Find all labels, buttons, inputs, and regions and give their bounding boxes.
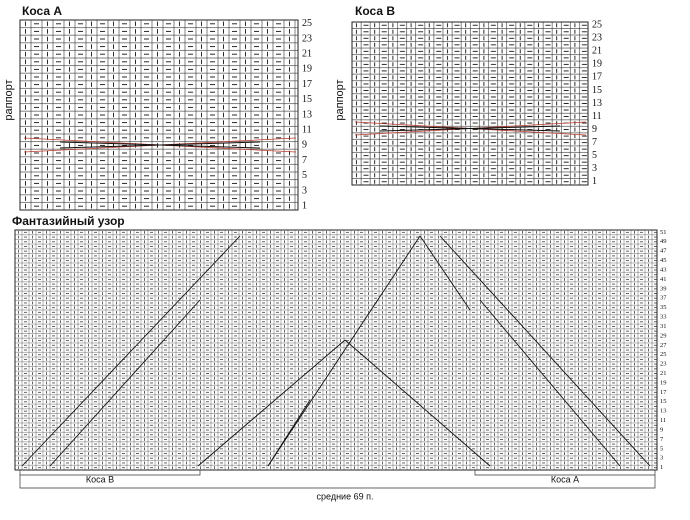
row-number: 5 bbox=[660, 445, 663, 452]
main-title: Фантазийный узор bbox=[12, 214, 125, 228]
row-number: 13 bbox=[302, 109, 312, 120]
row-number: 7 bbox=[302, 155, 307, 166]
row-number: 9 bbox=[592, 124, 597, 135]
row-number: 9 bbox=[660, 426, 663, 433]
row-number: 27 bbox=[660, 342, 667, 349]
chart-a-grid bbox=[19, 19, 299, 211]
row-number: 21 bbox=[592, 46, 602, 57]
side-label: раппорт bbox=[334, 79, 346, 120]
bracket-label: Коса В bbox=[86, 474, 114, 484]
row-number: 25 bbox=[660, 351, 667, 358]
row-number: 45 bbox=[660, 257, 667, 264]
row-number: 15 bbox=[302, 94, 312, 105]
bracket-label: Коса А bbox=[551, 474, 579, 484]
row-number: 23 bbox=[660, 361, 667, 368]
row-number: 29 bbox=[660, 332, 667, 339]
row-number: 15 bbox=[660, 398, 667, 405]
row-number: 3 bbox=[302, 185, 307, 196]
row-number: 19 bbox=[302, 64, 312, 75]
chart-b-title: Коса В bbox=[355, 4, 395, 18]
row-number: 21 bbox=[660, 370, 667, 377]
row-number: 15 bbox=[592, 85, 602, 96]
row-number: 21 bbox=[302, 48, 312, 59]
row-number: 3 bbox=[592, 163, 597, 174]
row-number: 5 bbox=[592, 150, 597, 161]
cross-lines bbox=[379, 125, 561, 132]
row-number: 17 bbox=[592, 72, 602, 83]
row-number: 11 bbox=[660, 417, 666, 424]
row-number: 11 bbox=[592, 111, 602, 122]
row-number: 7 bbox=[592, 137, 597, 148]
row-number: 1 bbox=[660, 464, 663, 471]
row-number: 13 bbox=[660, 408, 667, 415]
middle-note: средние 69 п. bbox=[317, 491, 374, 501]
chart-a-title: Коса А bbox=[22, 4, 62, 18]
row-number: 1 bbox=[302, 200, 307, 211]
row-number: 13 bbox=[592, 98, 602, 109]
row-number: 23 bbox=[592, 33, 602, 44]
row-number: 31 bbox=[660, 323, 667, 330]
row-number: 23 bbox=[302, 33, 312, 44]
row-number: 9 bbox=[302, 140, 307, 151]
row-number: 5 bbox=[302, 170, 307, 181]
row-number: 17 bbox=[660, 389, 667, 396]
row-number: 7 bbox=[660, 436, 664, 443]
side-label: раппорт bbox=[3, 79, 15, 120]
row-number: 43 bbox=[660, 266, 667, 273]
chart-b-grid bbox=[351, 21, 589, 186]
pattern-diagonals bbox=[21, 235, 651, 467]
row-number: 19 bbox=[660, 379, 667, 386]
row-number: 25 bbox=[592, 20, 602, 31]
row-number: 1 bbox=[592, 176, 597, 187]
row-number: 3 bbox=[660, 455, 663, 462]
row-number: 41 bbox=[660, 276, 667, 283]
cross-lines bbox=[59, 141, 261, 149]
row-number: 47 bbox=[660, 248, 667, 255]
row-number: 33 bbox=[660, 314, 667, 321]
row-number: 19 bbox=[592, 59, 602, 70]
row-number: 39 bbox=[660, 285, 667, 292]
row-number: 51 bbox=[660, 229, 667, 236]
row-number: 37 bbox=[660, 295, 667, 302]
row-number: 25 bbox=[302, 18, 312, 29]
row-number: 17 bbox=[302, 79, 312, 90]
main-grid bbox=[14, 229, 658, 471]
row-number: 49 bbox=[660, 238, 667, 245]
row-number: 35 bbox=[660, 304, 667, 311]
brackets bbox=[19, 470, 656, 489]
row-number: 11 bbox=[302, 124, 312, 135]
